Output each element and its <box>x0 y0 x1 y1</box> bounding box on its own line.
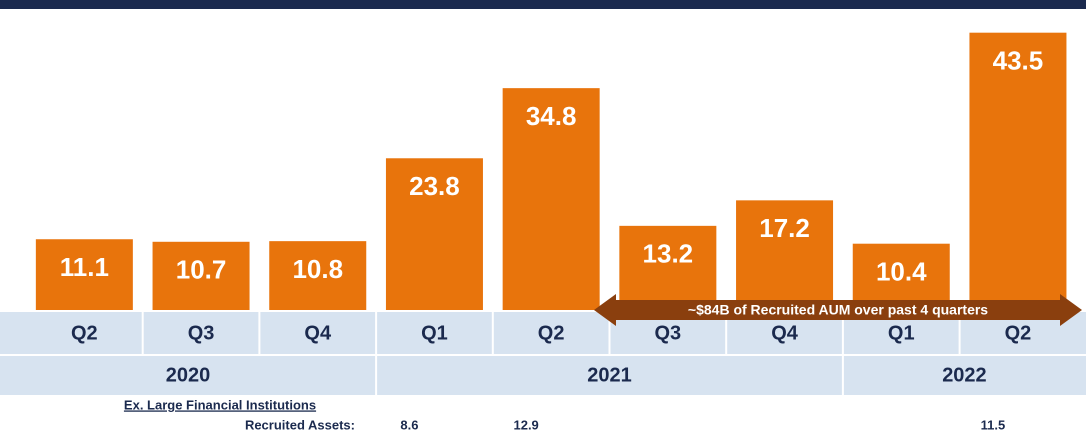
year-row <box>0 355 1086 395</box>
x-tick-label: Q4 <box>771 322 799 344</box>
x-tick-label: Q1 <box>888 322 915 344</box>
bar <box>35 239 133 310</box>
value-label: 10.4 <box>876 257 927 287</box>
value-label: 17.2 <box>759 213 810 243</box>
bar <box>969 32 1067 310</box>
x-tick-label: Q1 <box>421 322 448 344</box>
value-label: 13.2 <box>643 239 694 269</box>
value-label: 11.1 <box>60 252 109 282</box>
x-tick-label: Q2 <box>1005 322 1032 344</box>
footnote-value: 11.5 <box>981 417 1006 432</box>
x-tick-label: Q2 <box>538 322 565 344</box>
value-label: 10.7 <box>176 255 227 285</box>
bar <box>619 225 717 310</box>
bar <box>152 241 250 310</box>
x-tick-label: Q2 <box>71 322 98 344</box>
x-tick-label: Q3 <box>655 322 682 344</box>
top-rule <box>0 0 1086 9</box>
annotation-arrow <box>594 294 1082 326</box>
bar <box>385 158 483 310</box>
bar <box>736 200 834 310</box>
footnote-label: Recruited Assets: <box>245 417 355 432</box>
group-label: 2020 <box>166 364 211 386</box>
footnote-value: 8.6 <box>400 417 418 432</box>
value-label: 23.8 <box>409 171 460 201</box>
bar <box>852 243 950 310</box>
value-label: 34.8 <box>526 101 577 131</box>
bar <box>502 88 600 311</box>
x-tick-label: Q3 <box>188 322 215 344</box>
footnote-title: Ex. Large Financial Institutions <box>124 397 316 412</box>
value-label: 43.5 <box>993 46 1044 76</box>
group-label: 2022 <box>942 364 987 386</box>
value-label: 10.8 <box>292 254 343 284</box>
group-label: 2021 <box>587 364 632 386</box>
bar <box>269 241 367 310</box>
x-tick-label: Q4 <box>304 322 332 344</box>
footnote-value: 12.9 <box>513 417 538 432</box>
annotation: ~$84B of Recruited AUM over past 4 quart… <box>688 302 988 318</box>
